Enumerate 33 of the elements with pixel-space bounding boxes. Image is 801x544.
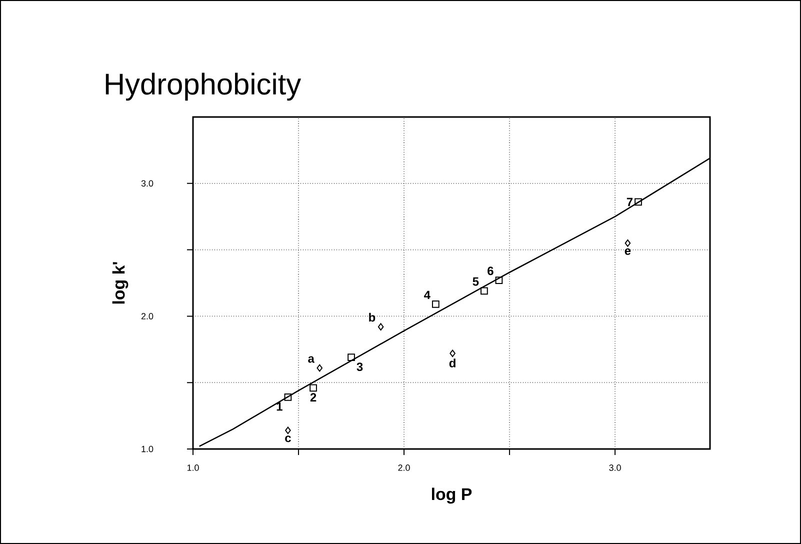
point [285,426,291,434]
y-tick-label: 1.0 [142,446,154,452]
y-tick-label: 2.0 [141,313,154,320]
annotation: 1 [276,402,282,411]
point [378,323,384,331]
point [480,287,488,295]
annotation: 7 [626,198,633,206]
point [634,198,642,206]
annotation: e [624,248,631,255]
point [316,364,323,372]
annotation: 3 [356,362,363,372]
x-tick-label: 1.0 [187,464,199,471]
point [624,239,631,247]
x-tick-label: 2.0 [398,464,410,471]
annotation: b [369,312,376,322]
annotation: 2 [310,393,316,402]
x-tick-label: 3.0 [609,464,621,471]
point [284,394,292,401]
point [310,384,317,392]
y-tick-label: 3.0 [141,180,154,187]
point [432,300,440,308]
annotation: d [449,358,456,368]
annotation: 5 [472,277,479,286]
annotation: a [308,356,314,363]
point [495,276,503,284]
annotation: c [285,436,291,442]
annotation: 4 [424,290,430,300]
chart-title: Hydrophobicity [106,72,302,101]
point [450,350,456,358]
annotation: 6 [488,266,494,276]
point [348,354,355,362]
y-axis-title: log k' [112,262,128,304]
x-axis-title: log P [432,488,472,504]
